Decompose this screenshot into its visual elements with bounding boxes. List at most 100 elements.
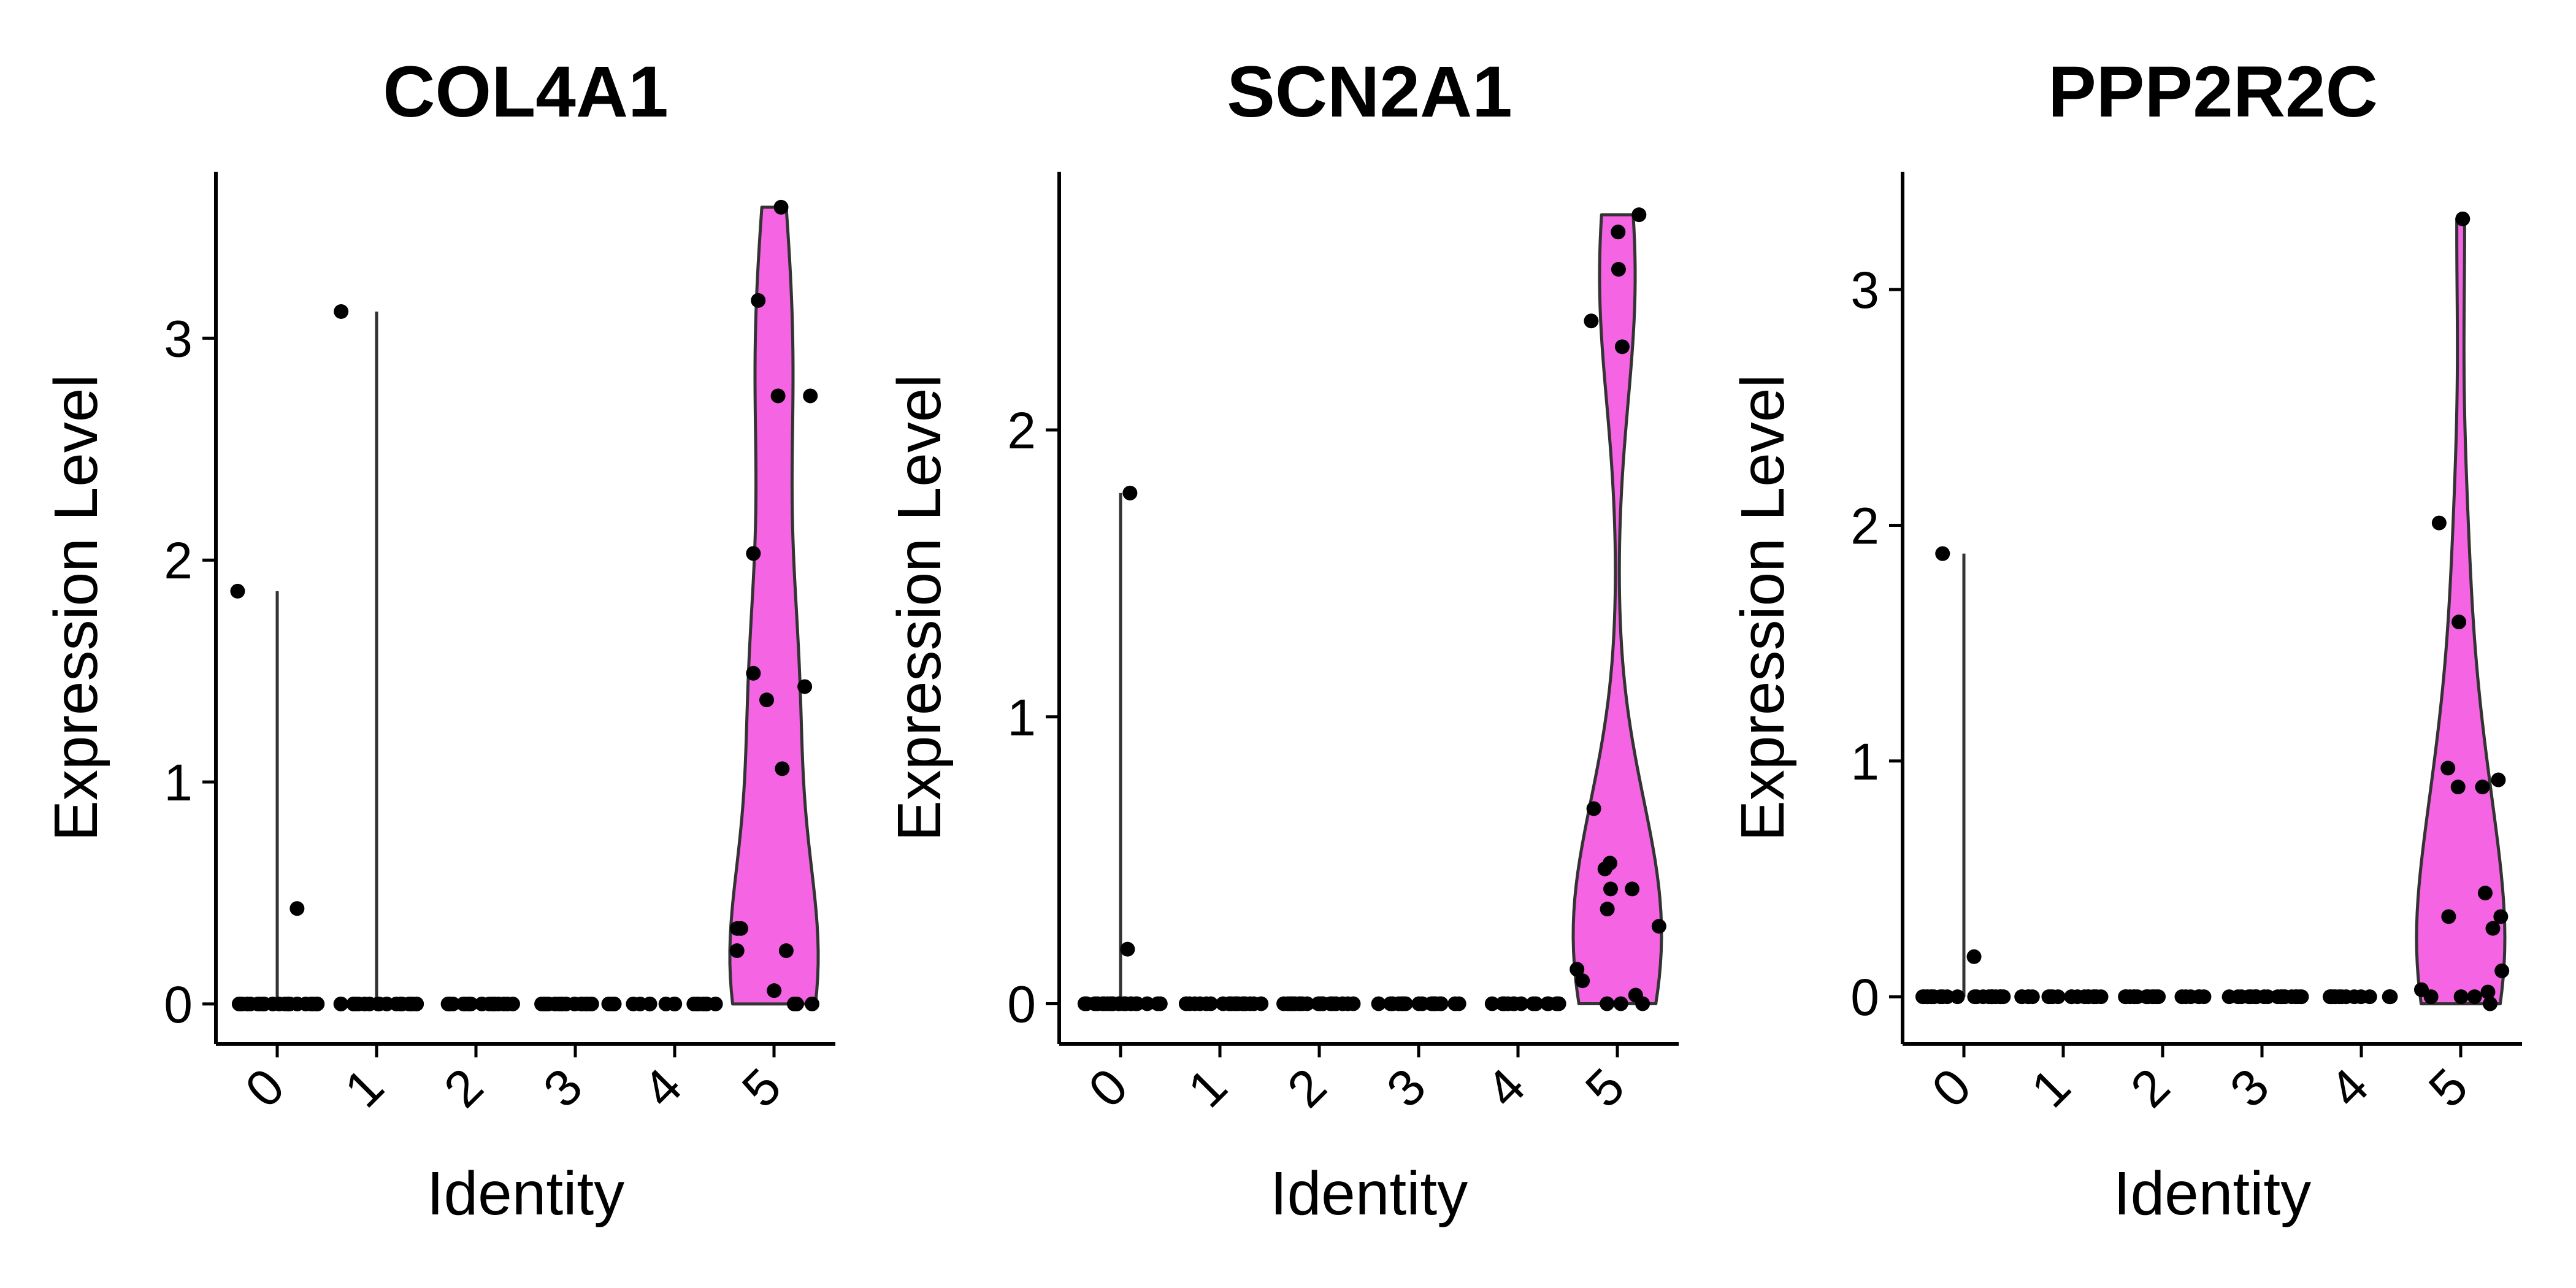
data-point	[729, 943, 745, 959]
data-point	[1424, 996, 1439, 1011]
data-point	[256, 996, 272, 1011]
data-point	[2288, 989, 2304, 1005]
data-point	[1123, 996, 1138, 1011]
data-point	[1611, 262, 1626, 277]
data-point	[1395, 996, 1411, 1011]
data-point	[2477, 886, 2493, 901]
data-point	[2450, 780, 2466, 795]
data-point	[1600, 996, 1615, 1011]
y-tick-label: 3	[1850, 261, 1879, 319]
violin-1	[1178, 996, 1269, 1011]
data-point	[1254, 996, 1269, 1011]
violin-5	[2413, 211, 2510, 1011]
data-point	[642, 996, 657, 1011]
data-point	[1575, 973, 1590, 989]
x-tick-label: 4	[632, 1057, 693, 1119]
data-point	[1586, 801, 1601, 816]
data-point	[1484, 996, 1500, 1011]
y-tick-label: 1	[164, 754, 193, 811]
y-tick-label: 0	[1850, 968, 1879, 1026]
data-point	[626, 996, 641, 1011]
x-tick-label: 4	[1475, 1057, 1536, 1119]
x-tick-label: 4	[2318, 1057, 2380, 1119]
panel-title: PPP2R2C	[2048, 52, 2378, 132]
y-tick-label: 0	[164, 976, 193, 1033]
data-point	[1120, 941, 1135, 957]
data-point	[1611, 224, 1626, 240]
data-point	[240, 996, 255, 1011]
violin-3	[1371, 996, 1466, 1011]
data-point	[2467, 989, 2482, 1005]
data-point	[230, 583, 245, 599]
data-point	[773, 199, 789, 215]
data-point	[1295, 996, 1310, 1011]
data-point	[2118, 989, 2134, 1005]
data-point	[362, 996, 377, 1011]
x-tick-label: 0	[1078, 1057, 1139, 1119]
data-point	[770, 388, 786, 404]
violin-0	[1915, 546, 2011, 1005]
violin-body	[728, 205, 820, 1006]
violin-3	[534, 996, 622, 1011]
data-point	[797, 679, 813, 694]
data-point	[1340, 996, 1355, 1011]
data-point	[2475, 780, 2490, 795]
data-point	[1570, 962, 1585, 977]
data-point	[2244, 989, 2259, 1005]
data-point	[505, 996, 520, 1011]
data-point	[1451, 996, 1466, 1011]
data-point	[2480, 984, 2496, 1000]
data-point	[2080, 989, 2096, 1005]
data-point	[604, 996, 619, 1011]
panel-title: COL4A1	[383, 52, 669, 132]
data-point	[333, 996, 348, 1011]
x-tick-label: 5	[1574, 1057, 1636, 1119]
y-tick-label: 1	[1850, 733, 1879, 791]
data-point	[461, 996, 477, 1011]
data-point	[2323, 989, 2338, 1005]
data-point	[2041, 989, 2057, 1005]
data-point	[2064, 989, 2079, 1005]
violin-5	[1570, 207, 1666, 1011]
data-point	[298, 996, 313, 1011]
data-point	[289, 901, 305, 916]
data-point	[2431, 515, 2447, 531]
data-point	[2485, 921, 2501, 936]
violin-4	[626, 996, 723, 1011]
violin-4	[1484, 996, 1566, 1011]
data-point	[1614, 339, 1630, 355]
data-point	[2014, 989, 2030, 1005]
data-point	[2440, 761, 2456, 776]
data-point	[708, 996, 723, 1011]
data-point	[686, 996, 702, 1011]
data-point	[1631, 207, 1647, 223]
data-point	[348, 996, 364, 1011]
data-point	[1966, 949, 1982, 964]
x-tick-label: 5	[2418, 1057, 2479, 1119]
data-point	[277, 996, 293, 1011]
data-point	[1371, 996, 1386, 1011]
x-tick-label: 1	[334, 1057, 395, 1119]
data-point	[746, 665, 761, 681]
y-tick-label: 2	[1850, 497, 1879, 554]
data-point	[789, 996, 804, 1011]
data-point	[775, 761, 790, 776]
data-point	[805, 996, 820, 1011]
violin-1	[2014, 989, 2109, 1005]
data-point	[1635, 996, 1650, 1011]
violin-body	[2415, 217, 2507, 1006]
data-point	[746, 546, 761, 561]
x-axis-title: Identity	[2114, 1159, 2311, 1228]
y-axis-title: Expression Level	[42, 374, 110, 841]
x-tick-label: 0	[1921, 1057, 1982, 1119]
data-point	[1976, 989, 1991, 1005]
x-tick-label: 1	[2020, 1057, 2082, 1119]
data-point	[2362, 989, 2377, 1005]
data-point	[803, 388, 818, 404]
data-point	[567, 996, 582, 1011]
y-tick-label: 1	[1007, 689, 1036, 746]
